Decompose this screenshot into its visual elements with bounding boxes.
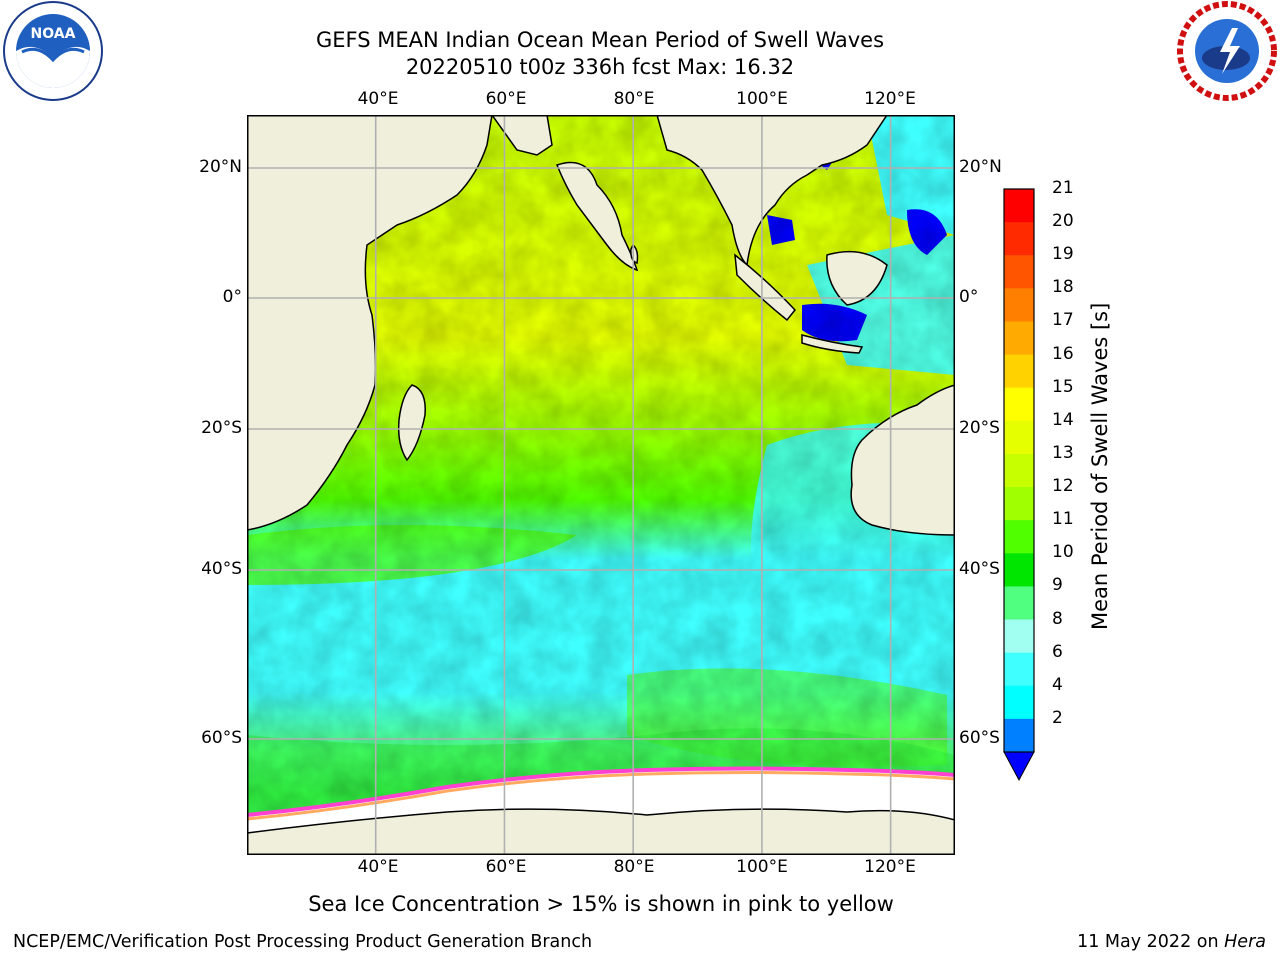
colorbar-tick-4: 4 (1052, 674, 1063, 695)
lon-tick-bottom-120e: 120°E (864, 857, 916, 877)
colorbar-tick-18: 18 (1052, 277, 1074, 298)
lon-tick-bottom-100e: 100°E (736, 857, 788, 877)
lon-tick-top-80e: 80°E (613, 89, 655, 109)
nws-logo (1177, 1, 1277, 101)
lat-tick-left-20s: 20°S (201, 418, 242, 438)
colorbar-cell (1004, 586, 1034, 621)
lat-tick-right-20s: 20°S (959, 418, 1000, 438)
page-title: GEFS MEAN Indian Ocean Mean Period of Sw… (315, 28, 885, 52)
colorbar-cell (1004, 321, 1034, 356)
lon-tick-top-120e: 120°E (864, 89, 916, 109)
colorbar-tick-2: 2 (1052, 707, 1063, 728)
colorbar-tick-6: 6 (1052, 641, 1063, 662)
sea-ice-note: Sea Ice Concentration > 15% is shown in … (308, 892, 894, 916)
colorbar-cell (1004, 718, 1034, 753)
colorbar-tick-13: 13 (1052, 442, 1074, 463)
page-subtitle: 20220510 t00z 336h fcst Max: 16.32 (405, 55, 795, 79)
colorbar-cell (1004, 520, 1034, 554)
colorbar-cell (1004, 354, 1034, 389)
map-panel (247, 115, 955, 855)
colorbar-tick-10: 10 (1052, 542, 1074, 563)
colorbar-frame (1003, 188, 1035, 753)
footer-left: NCEP/EMC/Verification Post Processing Pr… (13, 932, 593, 952)
colorbar-cell (1004, 685, 1034, 720)
colorbar-cell (1004, 453, 1034, 488)
footer-host: Hera (1224, 932, 1266, 952)
colorbar-cell (1004, 487, 1034, 521)
colorbar-cell (1004, 553, 1034, 587)
lat-tick-right-20n: 20°N (959, 157, 1002, 177)
colorbar-cell (1004, 652, 1034, 687)
colorbar-tick-11: 11 (1052, 509, 1074, 530)
lat-tick-right-40s: 40°S (959, 559, 1000, 579)
lon-tick-bottom-80e: 80°E (613, 857, 655, 877)
lon-tick-top-60e: 60°E (485, 89, 527, 109)
colorbar-tick-17: 17 (1052, 310, 1074, 331)
lat-tick-right-60s: 60°S (959, 728, 1000, 748)
footer-date: 11 May 2022 on (1077, 932, 1225, 952)
colorbar-tick-9: 9 (1052, 575, 1063, 596)
lat-tick-left-40s: 40°S (201, 559, 242, 579)
colorbar-cell (1004, 619, 1034, 654)
colorbar-extend-arrow (1003, 751, 1035, 782)
colorbar-tick-19: 19 (1052, 244, 1074, 265)
lon-tick-bottom-60e: 60°E (485, 857, 527, 877)
colorbar (1003, 188, 1035, 782)
colorbar-tick-21: 21 (1052, 178, 1074, 198)
colorbar-tick-14: 14 (1052, 409, 1074, 430)
colorbar-cell (1004, 189, 1034, 223)
lon-tick-top-100e: 100°E (736, 89, 788, 109)
lat-tick-left-60s: 60°S (201, 728, 242, 748)
graticule (247, 115, 955, 855)
colorbar-tick-20: 20 (1052, 211, 1074, 232)
colorbar-cell (1004, 255, 1034, 289)
colorbar-cell (1004, 420, 1034, 455)
lat-tick-left-0: 0° (222, 287, 242, 307)
noaa-logo: NOAA (3, 1, 103, 101)
colorbar-tick-12: 12 (1052, 476, 1074, 497)
colorbar-cell (1004, 387, 1034, 422)
footer-right: 11 May 2022 on Hera (1077, 932, 1266, 952)
lat-tick-left-20n: 20°N (199, 157, 242, 177)
map-frame (247, 115, 955, 855)
colorbar-title: Mean Period of Swell Waves [s] (1088, 302, 1112, 630)
noaa-logo-text: NOAA (31, 26, 76, 42)
colorbar-cell (1004, 288, 1034, 322)
colorbar-tick-16: 16 (1052, 343, 1074, 364)
lon-tick-top-40e: 40°E (357, 89, 399, 109)
colorbar-tick-8: 8 (1052, 608, 1063, 629)
colorbar-tick-15: 15 (1052, 376, 1074, 397)
lat-tick-right-0: 0° (959, 287, 979, 307)
lon-tick-bottom-40e: 40°E (357, 857, 399, 877)
colorbar-cell (1004, 222, 1034, 256)
